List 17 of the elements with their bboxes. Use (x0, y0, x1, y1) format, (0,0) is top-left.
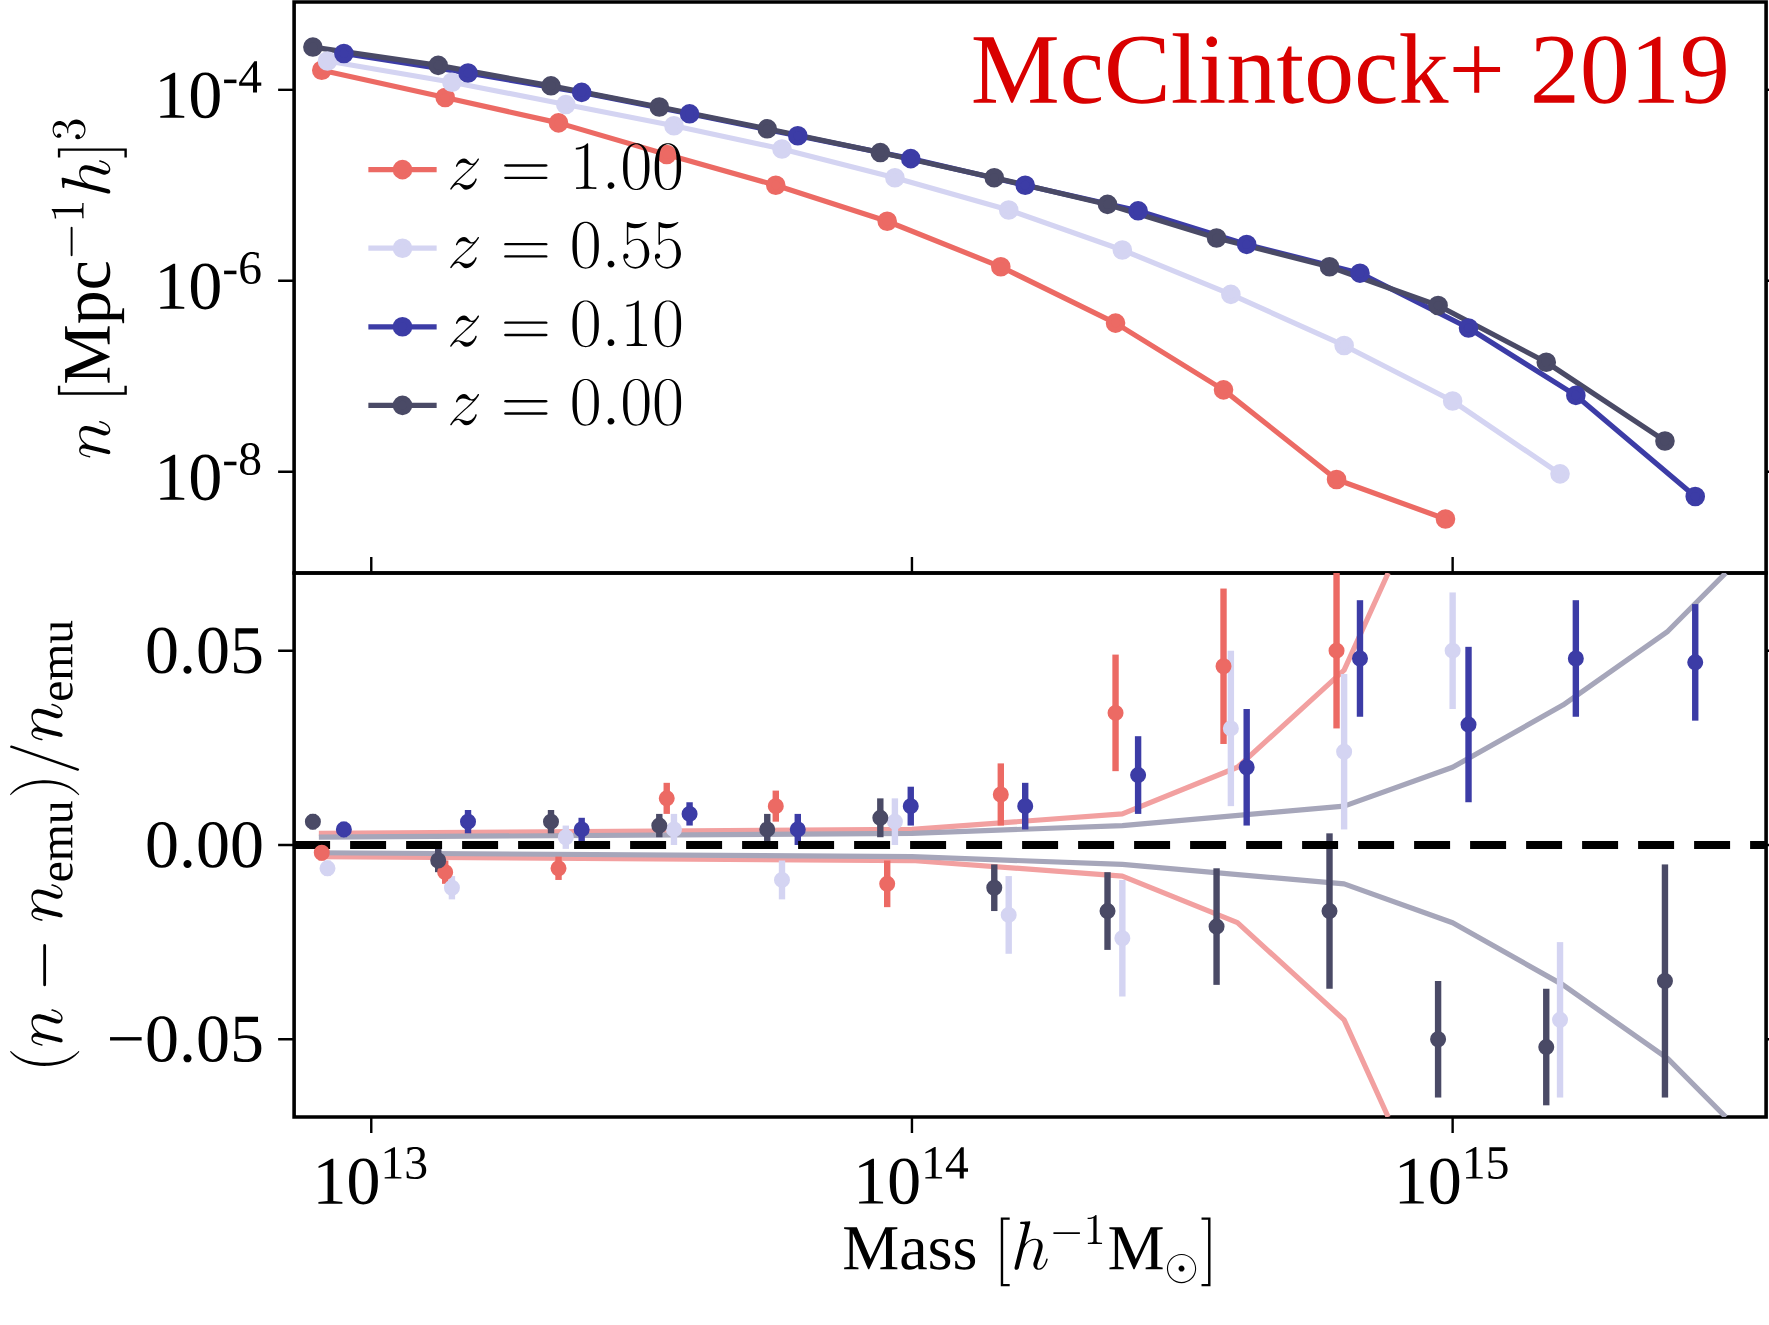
y-axis-title: $n\ [\mathrm{Mpc}^{-1}h]^3$ (51, 119, 127, 458)
y-tick-label: 0.05 (147, 627, 262, 674)
y-axis-title: $(n-n_{\mathrm{emu}})/n_{\mathrm{emu}}$ (10, 620, 80, 1066)
y-tick-label: 10$^{-8}$ (160, 443, 261, 501)
x-tick-label: 10$^{15}$ (1399, 1147, 1508, 1205)
x-axis-title: $\mathrm{Mass}\ [h^{-1}\mathrm{M}_\odot]$ (844, 1214, 1211, 1287)
legend-label: $z = 0.10$ (450, 300, 682, 348)
x-tick-label: 10$^{14}$ (859, 1147, 969, 1205)
annotation: McClintock+ 2019 (973, 33, 1726, 104)
legend-label: $z = 1.00$ (450, 143, 682, 191)
y-tick-label: 0.00 (147, 821, 262, 869)
legend-label: $z = 0.00$ (450, 378, 682, 426)
legend-label: $z = 0.55$ (450, 221, 681, 269)
y-tick-label: −0.05 (110, 1016, 262, 1063)
y-tick-label: 10$^{-6}$ (160, 252, 261, 310)
y-tick-label: 10$^{-4}$ (160, 61, 262, 119)
x-tick-label: 10$^{13}$ (318, 1147, 427, 1205)
